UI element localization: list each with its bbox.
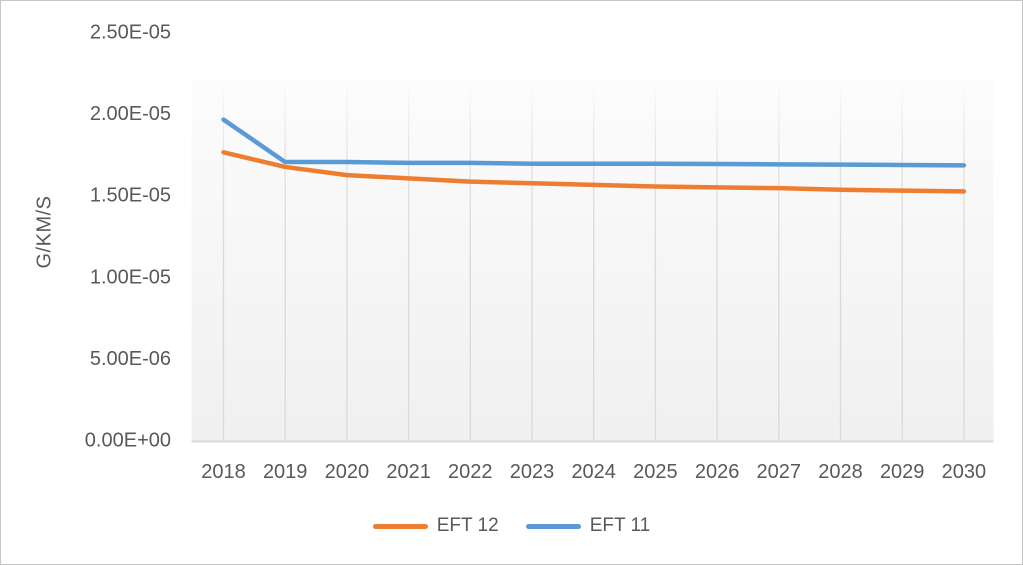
- x-axis-label: 2024: [571, 461, 616, 483]
- legend-swatch: [525, 523, 581, 529]
- series-line-eft-12: [221, 150, 967, 194]
- x-axis-label: 2029: [880, 461, 925, 483]
- y-tick-label: 2.00E-05: [90, 103, 171, 125]
- y-tick-label: 2.50E-05: [90, 22, 171, 44]
- y-tick-label: 1.00E-05: [90, 266, 171, 288]
- y-axis-title: G/KM/S: [33, 195, 56, 269]
- legend-swatch: [372, 523, 428, 529]
- x-axis-label: 2021: [386, 461, 431, 483]
- x-axis-label: 2020: [325, 461, 370, 483]
- x-axis-label: 2030: [942, 461, 987, 483]
- x-axis-label: 2018: [201, 461, 246, 483]
- x-axis-label: 2026: [695, 461, 740, 483]
- legend-label: EFT 11: [589, 515, 651, 536]
- y-tick-label: 0.00E+00: [85, 430, 171, 452]
- legend-item-eft-12: EFT 12: [372, 515, 499, 537]
- x-axis-label: 2027: [757, 461, 802, 483]
- x-axis-label: 2019: [263, 461, 308, 483]
- series-line-eft-11: [221, 117, 967, 168]
- legend-item-eft-11: EFT 11: [525, 515, 651, 537]
- x-axis-label: 2025: [633, 461, 678, 483]
- legend: EFT 12 EFT 11: [1, 514, 1022, 538]
- x-axis-label: 2028: [818, 461, 863, 483]
- x-axis-label: 2023: [510, 461, 555, 483]
- x-axis-label: 2022: [448, 461, 493, 483]
- y-tick-label: 1.50E-05: [90, 185, 171, 207]
- plot-background: [191, 79, 994, 442]
- y-tick-label: 5.00E-06: [90, 348, 171, 370]
- legend-label: EFT 12: [436, 515, 499, 536]
